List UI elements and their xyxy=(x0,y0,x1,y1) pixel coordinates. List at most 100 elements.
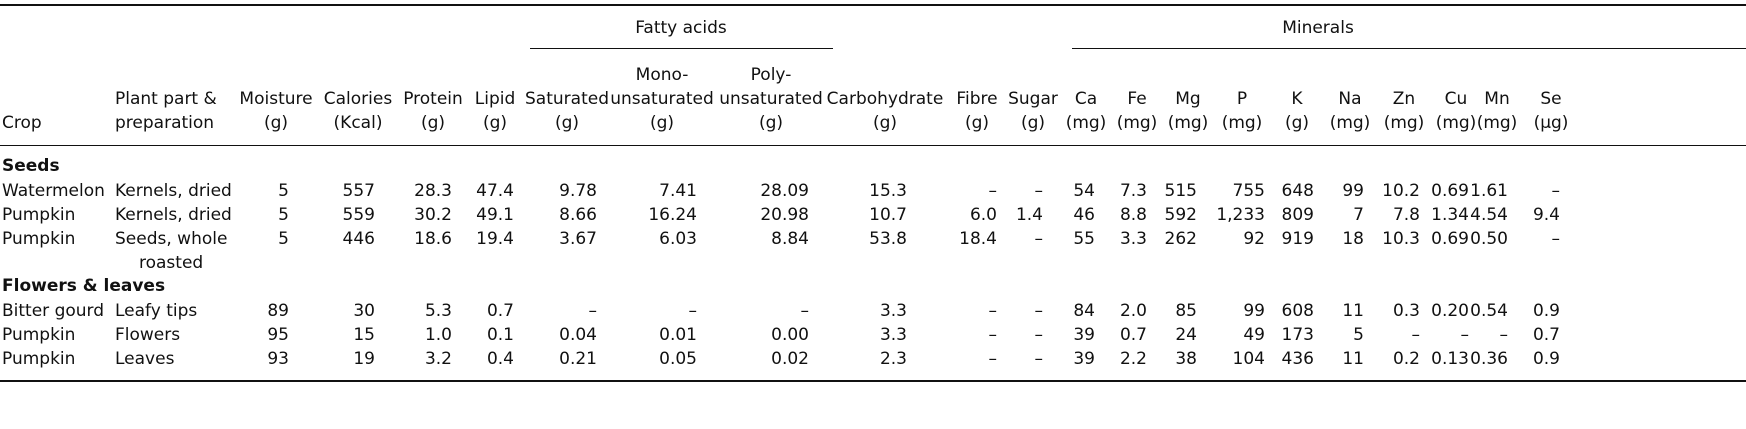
header-saturated-line-2: (g) xyxy=(554,113,580,133)
cell-calories: 559 xyxy=(342,205,375,225)
cell-zn: – xyxy=(1411,325,1421,345)
cell-poly: – xyxy=(800,301,810,321)
cell-saturated: 0.21 xyxy=(559,349,597,369)
cell-na: 18 xyxy=(1342,229,1364,249)
cell-lipid: 49.1 xyxy=(476,205,514,225)
header-carb-line-2: (g) xyxy=(872,113,898,133)
header-bottom-rule xyxy=(0,145,1746,146)
cell-cu: 0.13 xyxy=(1431,349,1469,369)
cell-p: 755 xyxy=(1232,181,1265,201)
cell-se: 9.4 xyxy=(1532,205,1560,225)
cell-part-line-1: Leafy tips xyxy=(115,301,198,321)
cell-calories: 19 xyxy=(353,349,375,369)
header-mono-line-2: unsaturated xyxy=(610,89,714,109)
group-rule-minerals xyxy=(1072,48,1746,49)
header-mn-line-2: (mg) xyxy=(1476,113,1518,133)
cell-p: 104 xyxy=(1232,349,1265,369)
cell-k: 436 xyxy=(1281,349,1314,369)
cell-fibre: 18.4 xyxy=(959,229,997,249)
header-crop-line-1: Crop xyxy=(2,113,42,133)
cell-sugar: 1.4 xyxy=(1015,205,1043,225)
cell-saturated: – xyxy=(588,301,598,321)
header-ca-line-1: Ca xyxy=(1074,89,1098,109)
header-fe-line-2: (mg) xyxy=(1116,113,1158,133)
cell-cu: – xyxy=(1460,325,1470,345)
cell-mn: 0.54 xyxy=(1470,301,1508,321)
header-mg-line-2: (mg) xyxy=(1167,113,1209,133)
header-fibre-line-2: (g) xyxy=(964,113,990,133)
cell-ca: 84 xyxy=(1073,301,1095,321)
header-moisture-line-2: (g) xyxy=(263,113,289,133)
cell-lipid: 19.4 xyxy=(476,229,514,249)
cell-carb: 10.7 xyxy=(869,205,907,225)
cell-protein: 3.2 xyxy=(424,349,452,369)
cell-poly: 8.84 xyxy=(771,229,809,249)
cell-crop: Bitter gourd xyxy=(2,301,105,321)
cell-fe: 3.3 xyxy=(1119,229,1147,249)
cell-saturated: 8.66 xyxy=(559,205,597,225)
cell-crop: Pumpkin xyxy=(2,349,76,369)
cell-mono: 0.01 xyxy=(659,325,697,345)
cell-se: 0.7 xyxy=(1532,325,1560,345)
cell-part-line-2: roasted xyxy=(139,253,204,273)
group-header-minerals: Minerals xyxy=(1282,18,1354,38)
cell-fibre: – xyxy=(988,325,998,345)
header-poly-line-3: (g) xyxy=(758,113,784,133)
cell-k: 173 xyxy=(1281,325,1314,345)
cell-fibre: – xyxy=(988,301,998,321)
cell-cu: 1.34 xyxy=(1431,205,1469,225)
cell-fe: 0.7 xyxy=(1119,325,1147,345)
cell-part-line-1: Kernels, dried xyxy=(115,181,232,201)
cell-part-line-1: Leaves xyxy=(115,349,175,369)
cell-protein: 5.3 xyxy=(424,301,452,321)
header-calories-line-2: (Kcal) xyxy=(333,113,383,133)
cell-fibre: – xyxy=(988,349,998,369)
header-sugar-line-1: Sugar xyxy=(1008,89,1058,109)
cell-p: 1,233 xyxy=(1216,205,1265,225)
cell-mn: 0.36 xyxy=(1470,349,1508,369)
header-mono-line-3: (g) xyxy=(649,113,675,133)
cell-ca: 55 xyxy=(1073,229,1095,249)
cell-fibre: 6.0 xyxy=(969,205,997,225)
cell-carb: 2.3 xyxy=(879,349,907,369)
header-sugar-line-2: (g) xyxy=(1020,113,1046,133)
header-zn-line-1: Zn xyxy=(1392,89,1416,109)
group-rule-fatty-acids xyxy=(530,48,833,49)
cell-protein: 18.6 xyxy=(414,229,452,249)
header-na-line-2: (mg) xyxy=(1329,113,1371,133)
cell-poly: 0.00 xyxy=(771,325,809,345)
cell-mg: 85 xyxy=(1175,301,1197,321)
header-lipid-line-1: Lipid xyxy=(474,89,516,109)
cell-mono: 16.24 xyxy=(648,205,697,225)
header-mono-line-1: Mono- xyxy=(635,65,689,85)
header-moisture-line-1: Moisture xyxy=(239,89,313,109)
cell-k: 648 xyxy=(1281,181,1314,201)
cell-ca: 54 xyxy=(1073,181,1095,201)
cell-mg: 24 xyxy=(1175,325,1197,345)
cell-carb: 3.3 xyxy=(879,301,907,321)
cell-p: 92 xyxy=(1243,229,1265,249)
header-poly-line-2: unsaturated xyxy=(719,89,823,109)
cell-part-line-1: Seeds, whole xyxy=(115,229,228,249)
cell-na: 11 xyxy=(1342,349,1364,369)
cell-fe: 8.8 xyxy=(1119,205,1147,225)
section-title-2: Flowers & leaves xyxy=(2,276,166,296)
cell-mg: 262 xyxy=(1164,229,1197,249)
cell-zn: 0.3 xyxy=(1392,301,1420,321)
header-se-line-1: Se xyxy=(1540,89,1562,109)
cell-p: 49 xyxy=(1243,325,1265,345)
cell-k: 809 xyxy=(1281,205,1314,225)
cell-lipid: 0.7 xyxy=(486,301,514,321)
cell-sugar: – xyxy=(1034,181,1044,201)
header-carb-line-1: Carbohydrate xyxy=(826,89,944,109)
cell-se: 0.9 xyxy=(1532,349,1560,369)
cell-zn: 10.2 xyxy=(1382,181,1420,201)
cell-na: 11 xyxy=(1342,301,1364,321)
cell-carb: 15.3 xyxy=(869,181,907,201)
cell-mn: – xyxy=(1499,325,1509,345)
cell-fe: 2.0 xyxy=(1119,301,1147,321)
cell-ca: 46 xyxy=(1073,205,1095,225)
section-title-1: Seeds xyxy=(2,156,60,176)
cell-moisture: 5 xyxy=(278,181,289,201)
